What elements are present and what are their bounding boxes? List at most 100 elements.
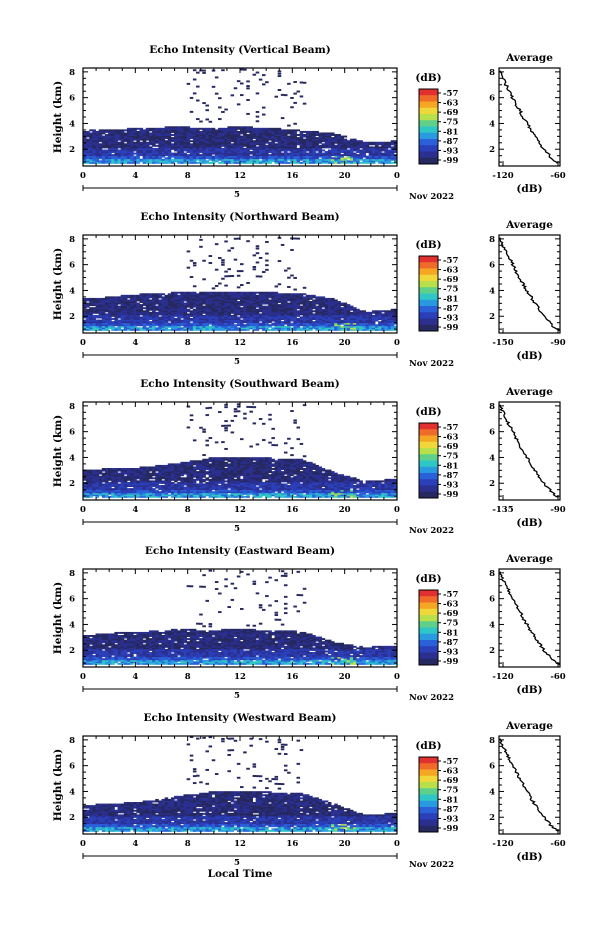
heatmap-cell	[321, 301, 326, 303]
heatmap-cell	[240, 143, 244, 146]
heatmap-cell	[202, 137, 206, 140]
colorbar-swatch	[419, 139, 438, 146]
heatmap-cell	[205, 294, 209, 297]
heatmap-cell	[126, 137, 131, 140]
heatmap-cell	[101, 478, 106, 481]
heatmap-cell	[205, 327, 209, 330]
heatmap-cell	[283, 299, 288, 302]
heatmap-cell	[362, 161, 366, 164]
heatmap-cell	[324, 135, 329, 138]
heatmap-cell	[86, 154, 90, 157]
heatmap-cell	[324, 157, 329, 160]
heatmap-cell	[290, 297, 294, 300]
heatmap-cell	[233, 305, 238, 308]
heatmap-cell	[255, 130, 260, 133]
heatmap-cell	[233, 304, 238, 307]
heatmap-cell	[371, 310, 376, 313]
heatmap-cell	[202, 291, 206, 294]
heatmap-cell	[142, 471, 147, 474]
heatmap-cell	[152, 149, 156, 152]
heatmap-cell	[246, 161, 250, 164]
heatmap-cell	[86, 316, 90, 319]
heatmap-cell	[277, 307, 282, 310]
heatmap-cell	[236, 310, 241, 313]
heatmap-cell	[161, 155, 166, 158]
heatmap-cell	[214, 129, 219, 132]
heatmap-cell	[148, 324, 153, 327]
heatmap-cell	[104, 472, 109, 475]
heatmap-cell	[218, 325, 222, 328]
heatmap-cell	[368, 319, 373, 322]
heatmap-cell	[274, 144, 279, 147]
heatmap-cell	[384, 160, 388, 163]
heatmap-cell	[224, 301, 228, 303]
heatmap-cell	[174, 126, 178, 129]
heatmap-cell	[130, 304, 134, 307]
heatmap-cell	[152, 308, 156, 311]
heatmap-cell	[290, 308, 294, 311]
heatmap-cell	[164, 304, 169, 307]
heatmap-cell	[101, 154, 106, 157]
heatmap-cell	[117, 311, 122, 314]
heatmap-cell	[208, 310, 213, 313]
heatmap-cell	[271, 155, 275, 158]
heatmap-cell	[152, 483, 156, 486]
heatmap-cell	[218, 291, 222, 294]
heatmap-cell	[371, 324, 376, 327]
heatmap-cell	[202, 302, 206, 305]
heatmap-cell	[148, 474, 153, 477]
heatmap-cell	[164, 146, 169, 149]
heatmap-cell	[318, 134, 323, 136]
heatmap-cell	[240, 325, 244, 328]
heatmap-cell	[315, 154, 319, 157]
heatmap-cell	[211, 151, 216, 153]
heatmap-cell	[95, 491, 100, 494]
heatmap-cell	[327, 297, 332, 300]
heatmap-cell	[120, 149, 125, 152]
heatmap-cell	[189, 152, 194, 155]
heatmap-cell	[305, 147, 310, 150]
heatmap-cell	[255, 127, 260, 130]
heatmap-cell	[327, 146, 332, 149]
heatmap-cell	[236, 137, 241, 140]
heatmap-cell	[312, 310, 316, 313]
heatmap-cell	[375, 328, 379, 331]
heatmap-cell	[123, 325, 128, 328]
heatmap-cell	[236, 321, 241, 324]
heatmap-cell	[309, 155, 313, 158]
heatmap-cell	[108, 478, 112, 481]
heatmap-cell	[196, 301, 200, 303]
heatmap-cell	[302, 152, 307, 155]
heatmap-cell	[293, 314, 297, 317]
heatmap-cell	[133, 132, 137, 135]
heatmap-cell	[302, 140, 307, 143]
heatmap-cell	[393, 158, 398, 161]
heatmap-cell	[117, 485, 122, 487]
heatmap-cell	[145, 147, 150, 150]
heatmap-cell	[233, 126, 238, 129]
heatmap-cell	[158, 310, 162, 313]
heatmap-cell	[114, 161, 118, 164]
heatmap-cell	[120, 477, 125, 480]
heatmap-cell	[101, 492, 106, 495]
heatmap-cell	[368, 322, 373, 325]
x-tick-label: 4	[132, 338, 138, 348]
heatmap-cell	[98, 327, 103, 330]
heatmap-cell	[139, 327, 144, 330]
heatmap-cell	[287, 155, 291, 158]
heatmap-cell	[86, 130, 90, 133]
heatmap-cell	[101, 157, 106, 160]
heatmap-cell	[108, 316, 112, 319]
heatmap-cell	[299, 140, 304, 143]
heatmap-cell	[130, 158, 134, 161]
heatmap-cell	[126, 469, 131, 472]
heatmap-cell	[123, 327, 128, 330]
heatmap-cell	[287, 130, 291, 133]
heatmap-cell	[296, 161, 301, 164]
heatmap-cell	[218, 324, 222, 327]
heatmap-cell	[101, 488, 106, 491]
heatmap-cell	[142, 327, 147, 330]
heatmap-cell	[183, 132, 188, 135]
day-label: 5	[234, 357, 240, 367]
heatmap-cell	[349, 313, 354, 316]
